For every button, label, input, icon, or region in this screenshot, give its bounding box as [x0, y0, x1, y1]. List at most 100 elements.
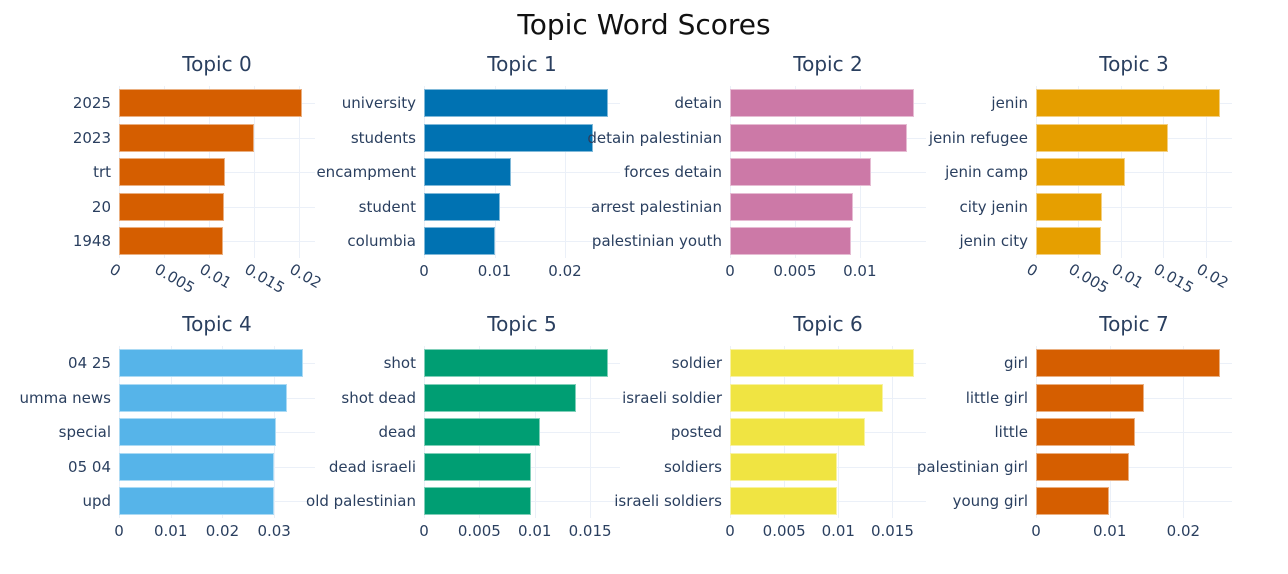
- bar[interactable]: [730, 452, 838, 481]
- x-tick-label: 0.01: [196, 260, 235, 293]
- x-tick-label: 0.01: [477, 262, 512, 280]
- bar[interactable]: [1036, 418, 1136, 446]
- bar[interactable]: [730, 192, 854, 221]
- bar[interactable]: [424, 418, 541, 446]
- x-tick-label: 0.02: [1193, 260, 1232, 293]
- gridline: [1036, 172, 1232, 173]
- word-label: jenin city: [959, 232, 1028, 250]
- x-tick-label: 0.005: [1065, 260, 1113, 298]
- gridline: [1036, 206, 1232, 208]
- bar[interactable]: [119, 349, 304, 377]
- bar[interactable]: [424, 349, 608, 377]
- bar[interactable]: [1036, 89, 1221, 117]
- bar[interactable]: [1036, 383, 1144, 412]
- x-tick-label: 0.005: [457, 522, 501, 540]
- subplot-title: Topic 3: [1099, 52, 1169, 76]
- subplot-title: Topic 1: [487, 52, 557, 76]
- plot-area: [424, 346, 620, 518]
- bar[interactable]: [424, 227, 496, 255]
- bar[interactable]: [119, 123, 254, 152]
- plot-area: [730, 346, 926, 518]
- word-label: young girl: [952, 492, 1028, 510]
- x-tick-label: 0: [725, 522, 735, 540]
- word-label: dead: [378, 423, 416, 441]
- bar[interactable]: [424, 383, 576, 412]
- bar[interactable]: [424, 158, 511, 186]
- subplot-title: Topic 0: [182, 52, 252, 76]
- bar[interactable]: [1036, 349, 1221, 377]
- word-label: 05 04: [68, 457, 111, 476]
- word-label: israeli soldier: [622, 388, 722, 407]
- x-tick-label: 0: [419, 522, 429, 540]
- word-label: 20: [91, 197, 111, 216]
- bar[interactable]: [119, 158, 226, 186]
- word-label: 2025: [72, 94, 111, 112]
- word-label: university: [341, 94, 416, 112]
- subplot-topic-1: Topic 1 university students encampment stude…: [316, 52, 620, 280]
- subplot-topic-5: Topic 5 shot shot dead dead dead israeli old …: [306, 312, 620, 540]
- word-label: 04 25: [68, 354, 111, 372]
- word-label: palestinian youth: [591, 232, 722, 250]
- x-tick-label: 0.015: [1150, 260, 1197, 298]
- bar[interactable]: [119, 192, 225, 221]
- bar[interactable]: [730, 158, 872, 186]
- bar[interactable]: [730, 123, 907, 152]
- x-tick-label: 0.005: [151, 260, 198, 298]
- word-label: detain: [674, 94, 723, 112]
- bar[interactable]: [119, 418, 277, 446]
- plot-area: [1036, 346, 1232, 518]
- word-label: arrest palestinian: [591, 197, 722, 216]
- x-tick-label: 0: [1023, 260, 1041, 281]
- bar[interactable]: [730, 383, 883, 412]
- bar[interactable]: [119, 383, 288, 412]
- subplot-title: Topic 4: [182, 312, 252, 336]
- subplot-title: Topic 2: [793, 52, 863, 76]
- word-label: little: [994, 423, 1029, 441]
- bar[interactable]: [119, 452, 275, 481]
- bar[interactable]: [730, 418, 866, 446]
- bar[interactable]: [119, 89, 303, 117]
- word-label: shot dead: [341, 388, 416, 407]
- word-label: encampment: [316, 163, 416, 181]
- bar[interactable]: [424, 123, 594, 152]
- plot-area: [1036, 86, 1232, 258]
- bar[interactable]: [730, 227, 851, 255]
- word-label: jenin refugee: [928, 128, 1028, 147]
- bar[interactable]: [1036, 487, 1109, 515]
- bar[interactable]: [424, 192, 501, 221]
- gridline: [1036, 466, 1232, 468]
- x-tick-label: 0.01: [1092, 522, 1127, 540]
- bar[interactable]: [424, 89, 608, 117]
- bar[interactable]: [1036, 123, 1168, 152]
- word-label: girl: [1003, 354, 1028, 372]
- bar[interactable]: [424, 487, 532, 515]
- word-label: umma news: [19, 388, 111, 407]
- bar[interactable]: [730, 89, 915, 117]
- word-label: 1948: [72, 232, 111, 250]
- x-tick-label: 0.005: [773, 262, 817, 280]
- chart-title: Topic Word Scores: [517, 8, 771, 41]
- subplot-title: Topic 6: [793, 312, 863, 336]
- bar[interactable]: [1036, 452, 1129, 481]
- subplot-topic-7: Topic 7 girl little girl little palestinian …: [917, 312, 1232, 540]
- word-label: forces detain: [624, 163, 722, 181]
- bar[interactable]: [1036, 158, 1126, 186]
- bar[interactable]: [1036, 227, 1102, 255]
- bar[interactable]: [1036, 192, 1103, 221]
- bar[interactable]: [424, 452, 532, 481]
- x-tick-label: 0.015: [568, 522, 612, 540]
- word-label: columbia: [347, 232, 416, 250]
- bar[interactable]: [730, 349, 915, 377]
- bar[interactable]: [119, 227, 224, 255]
- x-tick-label: 0: [725, 262, 735, 280]
- bar[interactable]: [119, 487, 275, 515]
- word-label: jenin camp: [945, 163, 1028, 181]
- word-label: posted: [670, 423, 722, 441]
- word-label: jenin: [991, 94, 1028, 112]
- word-label: little girl: [965, 388, 1028, 407]
- x-tick-label: 0.015: [870, 522, 914, 540]
- subplot-topic-2: Topic 2 detain detain palestinian forces de…: [587, 52, 926, 280]
- x-tick-label: 0: [106, 260, 124, 281]
- word-label: detain palestinian: [587, 128, 722, 147]
- bar[interactable]: [730, 487, 838, 515]
